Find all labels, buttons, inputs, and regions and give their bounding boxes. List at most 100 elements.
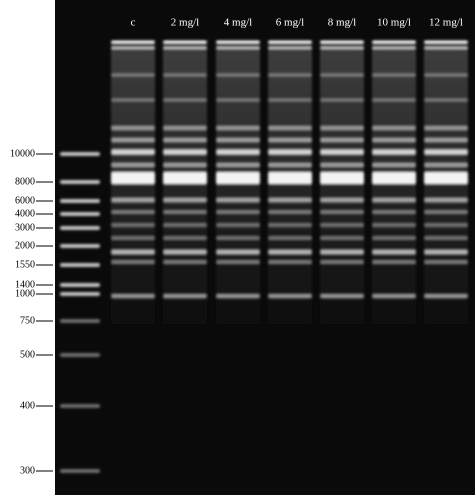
band [424,198,468,202]
band [268,172,312,184]
band [111,138,155,142]
band [216,223,260,227]
band [268,149,312,155]
band [111,149,155,155]
band [372,236,416,240]
band [216,73,260,77]
band [163,198,207,202]
band [372,210,416,214]
lane-label: 12 mg/l [429,17,463,29]
band [372,149,416,155]
band [163,149,207,155]
band [216,40,260,44]
band [163,250,207,254]
band [372,47,416,49]
band [216,236,260,240]
band [372,73,416,77]
band [216,294,260,298]
band [372,98,416,102]
band [111,294,155,298]
lane-label: 6 mg/l [276,17,304,29]
band [216,149,260,155]
band [216,98,260,102]
band [320,149,364,155]
band [424,126,468,130]
ladder-band [60,212,100,216]
ladder-band [60,199,100,203]
band [320,236,364,240]
band [268,250,312,254]
band [320,198,364,202]
marker-label: 8000 [15,176,35,187]
band [111,98,155,102]
band [372,250,416,254]
marker-label: 2000 [15,240,35,251]
band [424,250,468,254]
band [372,294,416,298]
band [424,172,468,184]
band [111,47,155,49]
band [268,126,312,130]
band [111,126,155,130]
band [424,40,468,44]
band [268,40,312,44]
band [216,250,260,254]
band [372,172,416,184]
band [111,210,155,214]
lane-label: 4 mg/l [224,17,252,29]
lane-label: 2 mg/l [171,17,199,29]
ladder-band [60,353,100,357]
band [320,163,364,167]
band [163,40,207,44]
band [216,126,260,130]
band [424,223,468,227]
labels: c 2 mg/l 4 mg/l 6 mg/l 8 mg/l 10 mg/l 12 mg/l 1… [10,17,463,477]
band [268,98,312,102]
band [372,138,416,142]
band [424,163,468,167]
band [163,172,207,184]
ladder-band [60,469,100,473]
band [268,163,312,167]
band [163,210,207,214]
band [320,210,364,214]
band [424,73,468,77]
band [163,73,207,77]
band [320,223,364,227]
band [320,172,364,184]
band [268,47,312,49]
band [424,138,468,142]
band [320,260,364,264]
band [372,198,416,202]
marker-label: 4000 [15,208,35,219]
band [320,138,364,142]
band [372,260,416,264]
ladder-band [60,226,100,230]
band [163,163,207,167]
band [216,198,260,202]
band [163,47,207,49]
band [424,98,468,102]
band [268,198,312,202]
band [268,138,312,142]
band [320,47,364,49]
band [163,236,207,240]
band [372,163,416,167]
band [216,47,260,49]
band [216,172,260,184]
band [163,138,207,142]
band [268,294,312,298]
band [163,126,207,130]
gel-bands [60,40,468,473]
marker-label: 750 [20,315,35,326]
band [320,98,364,102]
band [163,98,207,102]
band [216,210,260,214]
marker-label: 1550 [15,259,35,270]
band [424,260,468,264]
band [372,40,416,44]
band [320,250,364,254]
band [372,223,416,227]
band [424,47,468,49]
